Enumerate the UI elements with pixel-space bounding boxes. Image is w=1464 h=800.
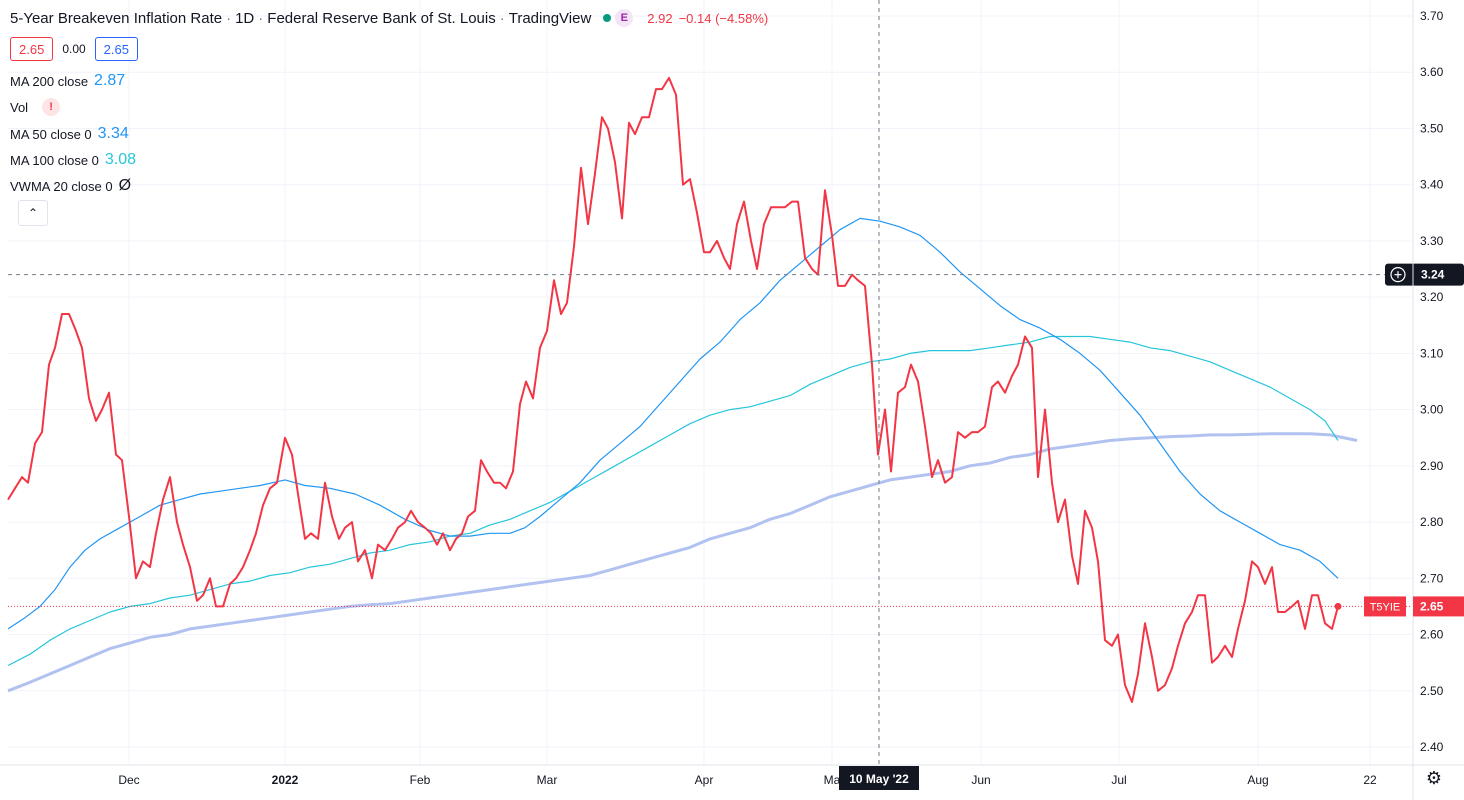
ma50-series-line (7, 217, 1339, 630)
y-tick-label: 2.60 (1420, 628, 1444, 642)
price-series-line (7, 76, 1339, 703)
y-tick-label: 2.40 (1420, 740, 1444, 754)
x-tick-label: Jul (1111, 773, 1126, 787)
x-tick-label: Aug (1247, 773, 1268, 787)
exchange-badge-icon[interactable]: E (615, 9, 634, 27)
x-tick-label: Feb (410, 773, 431, 787)
indicator-value: 2.87 (94, 72, 126, 89)
symbol-tag: T5YIE (1370, 601, 1401, 613)
buy-price-button[interactable]: 2.65 (94, 37, 138, 61)
sell-price-button[interactable]: 2.65 (10, 37, 54, 61)
gear-icon[interactable]: ⚙ (1425, 768, 1443, 788)
ma200-series-line (7, 432, 1358, 693)
spread-value: 0.00 (62, 42, 86, 56)
indicator-label: MA 50 close 0 (10, 126, 92, 142)
y-tick-label: 3.10 (1420, 346, 1444, 360)
x-tick-label: 2022 (272, 773, 299, 787)
y-tick-label: 2.70 (1420, 571, 1444, 585)
header-separator: · (226, 9, 232, 27)
platform-label: TradingView (508, 9, 592, 27)
last-price: 2.92 (647, 10, 673, 26)
x-tick-label: 22 (1363, 773, 1377, 787)
y-tick-label: 3.70 (1420, 9, 1444, 23)
crosshair-date-bg (839, 766, 919, 790)
y-tick-label: 3.20 (1420, 290, 1444, 304)
symbol-title[interactable]: 5-Year Breakeven Inflation Rate (10, 9, 223, 27)
indicator-vol[interactable]: Vol ! (10, 98, 61, 116)
y-tick-label: 2.90 (1420, 459, 1444, 473)
header-separator: · (258, 9, 264, 27)
indicator-vwma20[interactable]: VWMA 20 close 0 Ø (10, 177, 131, 195)
indicator-value: Ø (118, 177, 132, 194)
x-tick-label: Ma (824, 773, 841, 787)
last-value-label: 2.65 (1420, 599, 1444, 613)
y-tick-label: 3.60 (1420, 65, 1444, 79)
y-tick-label: 3.00 (1420, 403, 1444, 417)
interval-label[interactable]: 1D (235, 9, 255, 27)
y-tick-label: 2.50 (1420, 684, 1444, 698)
collapse-legend-button[interactable]: ⌃ (18, 200, 48, 226)
y-tick-label: 3.50 (1420, 121, 1444, 135)
warning-icon[interactable]: ! (42, 98, 61, 116)
indicator-ma100[interactable]: MA 100 close 0 3.08 (10, 151, 136, 169)
plus-circle-icon (1390, 267, 1406, 283)
chevron-up-icon: ⌃ (27, 206, 39, 220)
chart-header: 5-Year Breakeven Inflation Rate · 1D · F… (10, 9, 768, 27)
symbol-tag-bg (1364, 596, 1406, 617)
x-tick-label: Apr (695, 773, 714, 787)
x-tick-label: Jun (971, 773, 990, 787)
last-value-label-bg (1413, 596, 1464, 617)
ma100-series-line (7, 335, 1339, 667)
source-label: Federal Reserve Bank of St. Louis (267, 9, 496, 27)
crosshair-price-bg (1385, 263, 1464, 286)
price-change: −0.14 (−4.58%) (678, 10, 769, 26)
indicator-label: Vol (10, 99, 29, 115)
market-status-icon[interactable] (603, 14, 612, 22)
header-separator: · (499, 9, 505, 27)
indicator-label: VWMA 20 close 0 (10, 178, 113, 194)
series-layer (7, 76, 1412, 703)
quote-row: 2.65 0.00 2.65 (10, 37, 138, 61)
crosshair-date-label: 10 May '22 (849, 772, 909, 786)
y-tick-label: 3.40 (1420, 178, 1444, 192)
indicator-label: MA 100 close 0 (10, 152, 99, 168)
grid-layer (8, 0, 1412, 765)
x-tick-label: Dec (118, 773, 139, 787)
crosshair: 3.24 10 May '22 (8, 0, 1464, 790)
y-tick-label: 3.30 (1420, 234, 1444, 248)
x-tick-label: Mar (537, 773, 558, 787)
indicator-ma200[interactable]: MA 200 close 2.87 (10, 72, 125, 90)
crosshair-price-label: 3.24 (1421, 268, 1445, 282)
indicator-value: 3.08 (104, 151, 137, 168)
indicator-ma50[interactable]: MA 50 close 0 3.34 (10, 125, 129, 143)
indicator-label: MA 200 close (10, 73, 89, 89)
indicator-value: 3.34 (97, 125, 129, 142)
y-tick-label: 2.80 (1420, 515, 1444, 529)
